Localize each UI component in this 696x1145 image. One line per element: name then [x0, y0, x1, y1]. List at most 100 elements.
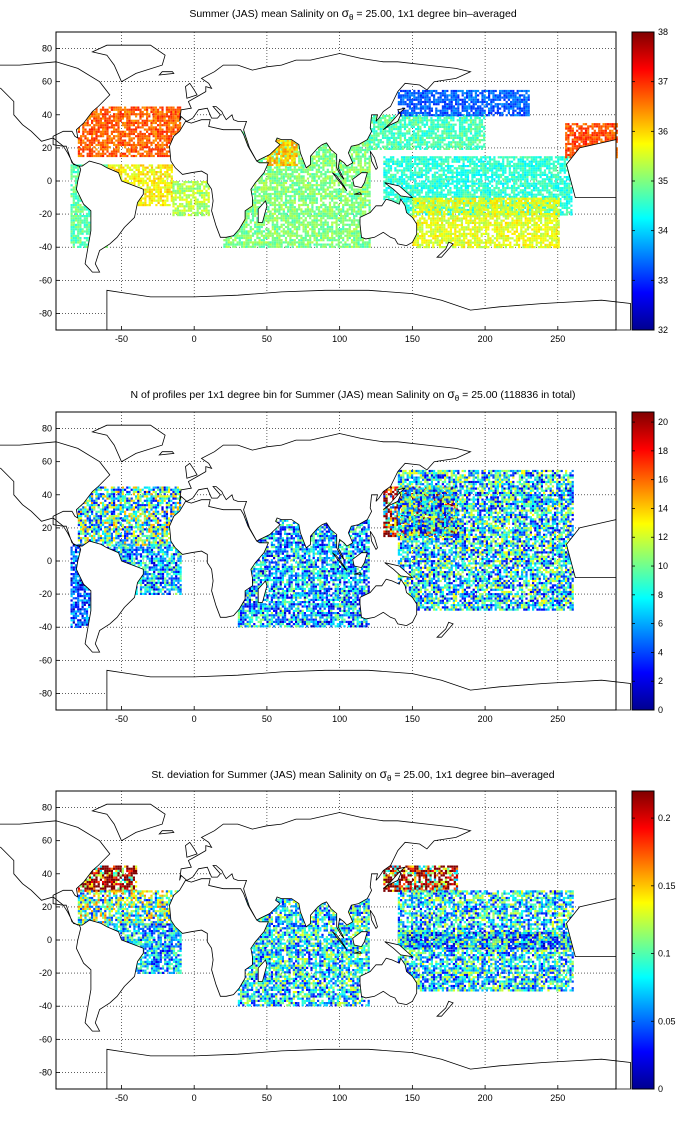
data-cell — [172, 210, 174, 212]
data-cell — [155, 135, 157, 137]
data-cell — [109, 115, 111, 117]
data-cell — [71, 208, 73, 210]
data-cell — [175, 212, 177, 214]
data-cell — [311, 195, 313, 197]
data-cell — [122, 115, 124, 117]
data-cell — [106, 109, 108, 111]
data-cell — [351, 204, 353, 206]
data-cell — [179, 196, 181, 198]
data-cell — [169, 189, 171, 191]
data-cell — [201, 190, 203, 192]
data-cell — [360, 167, 362, 169]
data-cell — [106, 146, 108, 148]
data-cell — [320, 206, 322, 208]
data-cell — [311, 197, 313, 199]
data-cell — [309, 173, 311, 175]
data-cell — [358, 189, 360, 191]
data-cell — [349, 167, 351, 169]
data-cell — [102, 118, 104, 120]
title-suffix: = 25.00, 1x1 degree bin–averaged — [354, 8, 517, 20]
data-cell — [168, 140, 170, 142]
data-cell — [190, 203, 192, 205]
data-cell — [158, 186, 160, 188]
data-cell — [88, 226, 90, 228]
data-cell — [136, 164, 138, 166]
data-cell — [106, 133, 108, 135]
data-cell — [80, 153, 82, 155]
data-cell — [164, 191, 166, 193]
data-cell — [142, 113, 144, 115]
data-cell — [95, 122, 97, 124]
data-cell — [95, 140, 97, 142]
data-cell — [347, 219, 349, 221]
data-cell — [340, 235, 342, 237]
data-cell — [203, 192, 205, 194]
data-cell — [282, 159, 284, 161]
data-cell — [327, 206, 329, 208]
data-cell — [278, 184, 280, 186]
data-cell — [124, 155, 126, 157]
data-cell — [166, 107, 168, 109]
data-cell — [175, 207, 177, 209]
data-cell — [342, 195, 344, 197]
data-cell — [311, 226, 313, 228]
data-cell — [329, 215, 331, 217]
data-cell — [71, 189, 73, 191]
data-cell — [126, 124, 128, 126]
data-cell — [380, 119, 382, 121]
data-cell — [364, 195, 366, 197]
data-cell — [278, 178, 280, 180]
data-cell — [314, 213, 316, 215]
data-cell — [100, 155, 102, 157]
data-cell — [170, 135, 172, 137]
data-cell — [164, 164, 166, 166]
data-cell — [91, 144, 93, 146]
data-cell — [318, 224, 320, 226]
data-cell — [283, 228, 285, 230]
data-cell — [309, 182, 311, 184]
data-cell — [291, 155, 293, 157]
data-cell — [164, 167, 166, 169]
data-cell — [430, 119, 432, 121]
data-cell — [197, 199, 199, 201]
data-cell — [331, 239, 333, 241]
data-cell — [391, 117, 393, 119]
data-cell — [155, 189, 157, 191]
data-cell — [109, 111, 111, 113]
data-cell — [82, 142, 84, 144]
data-cell — [146, 151, 148, 153]
data-cell — [79, 204, 81, 206]
data-cell — [353, 237, 355, 239]
data-cell — [144, 200, 146, 202]
data-cell — [228, 241, 230, 243]
data-cell — [117, 146, 119, 148]
data-cell — [169, 204, 171, 206]
data-cell — [274, 226, 276, 228]
data-cell — [131, 124, 133, 126]
data-cell — [160, 193, 162, 195]
data-cell — [102, 140, 104, 142]
data-cell — [261, 246, 263, 248]
data-cell — [153, 175, 155, 177]
data-cell — [296, 211, 298, 213]
data-cell — [155, 111, 157, 113]
data-cell — [188, 201, 190, 203]
data-cell — [347, 171, 349, 173]
data-cell — [285, 162, 287, 164]
data-cell — [344, 191, 346, 193]
data-cell — [369, 171, 371, 173]
data-cell — [309, 235, 311, 237]
data-cell — [243, 233, 245, 235]
data-cell — [265, 233, 267, 235]
data-cell — [82, 241, 84, 243]
data-cell — [148, 129, 150, 131]
data-cell — [142, 171, 144, 173]
data-cell — [144, 109, 146, 111]
data-cell — [100, 146, 102, 148]
data-cell — [285, 191, 287, 193]
data-cell — [201, 192, 203, 194]
data-cell — [128, 122, 130, 124]
data-cell — [362, 167, 364, 169]
data-cell — [274, 191, 276, 193]
data-cell — [287, 215, 289, 217]
